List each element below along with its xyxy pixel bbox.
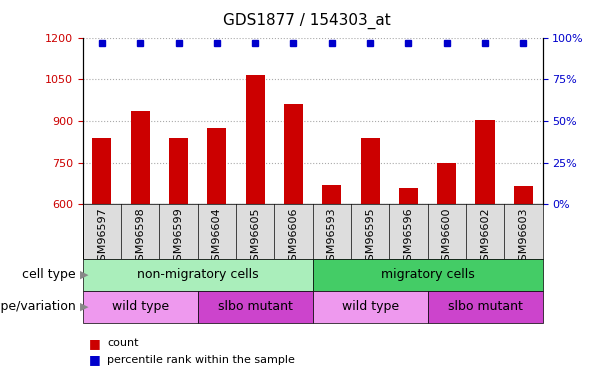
Bar <box>207 128 226 371</box>
Bar <box>169 138 188 371</box>
Text: ▶: ▶ <box>80 270 88 280</box>
Text: ▶: ▶ <box>80 302 88 312</box>
Text: GSM96597: GSM96597 <box>97 207 107 268</box>
Text: ■: ■ <box>89 354 101 366</box>
Bar <box>93 138 112 371</box>
Bar <box>476 120 495 371</box>
Text: percentile rank within the sample: percentile rank within the sample <box>107 355 295 365</box>
Text: cell type: cell type <box>22 268 80 281</box>
Bar <box>197 291 313 322</box>
Text: wild type: wild type <box>341 300 398 313</box>
Text: migratory cells: migratory cells <box>381 268 474 281</box>
Text: genotype/variation: genotype/variation <box>0 300 80 313</box>
Text: slbo mutant: slbo mutant <box>218 300 292 313</box>
Text: GSM96606: GSM96606 <box>289 207 299 268</box>
Bar <box>428 291 543 322</box>
Text: GSM96596: GSM96596 <box>403 207 413 268</box>
Text: GSM96605: GSM96605 <box>250 207 260 268</box>
Bar <box>313 291 428 322</box>
Bar <box>360 138 379 371</box>
Text: GSM96604: GSM96604 <box>212 207 222 268</box>
Text: GSM96603: GSM96603 <box>519 207 528 268</box>
Text: GDS1877 / 154303_at: GDS1877 / 154303_at <box>223 13 390 29</box>
Bar <box>437 163 456 371</box>
Bar <box>83 291 197 322</box>
Text: wild type: wild type <box>112 300 169 313</box>
Bar <box>83 259 313 291</box>
Bar <box>246 75 265 371</box>
Text: GSM96600: GSM96600 <box>442 207 452 268</box>
Text: GSM96598: GSM96598 <box>135 207 145 268</box>
Text: GSM96599: GSM96599 <box>173 207 183 268</box>
Text: GSM96595: GSM96595 <box>365 207 375 268</box>
Text: count: count <box>107 338 139 348</box>
Text: GSM96593: GSM96593 <box>327 207 337 268</box>
Bar <box>514 186 533 371</box>
Bar <box>399 188 418 371</box>
Text: non-migratory cells: non-migratory cells <box>137 268 259 281</box>
Text: GSM96602: GSM96602 <box>480 207 490 268</box>
Bar <box>313 259 543 291</box>
Text: ■: ■ <box>89 337 101 350</box>
Bar <box>131 111 150 371</box>
Bar <box>284 104 303 371</box>
Bar <box>322 185 341 371</box>
Text: slbo mutant: slbo mutant <box>447 300 522 313</box>
